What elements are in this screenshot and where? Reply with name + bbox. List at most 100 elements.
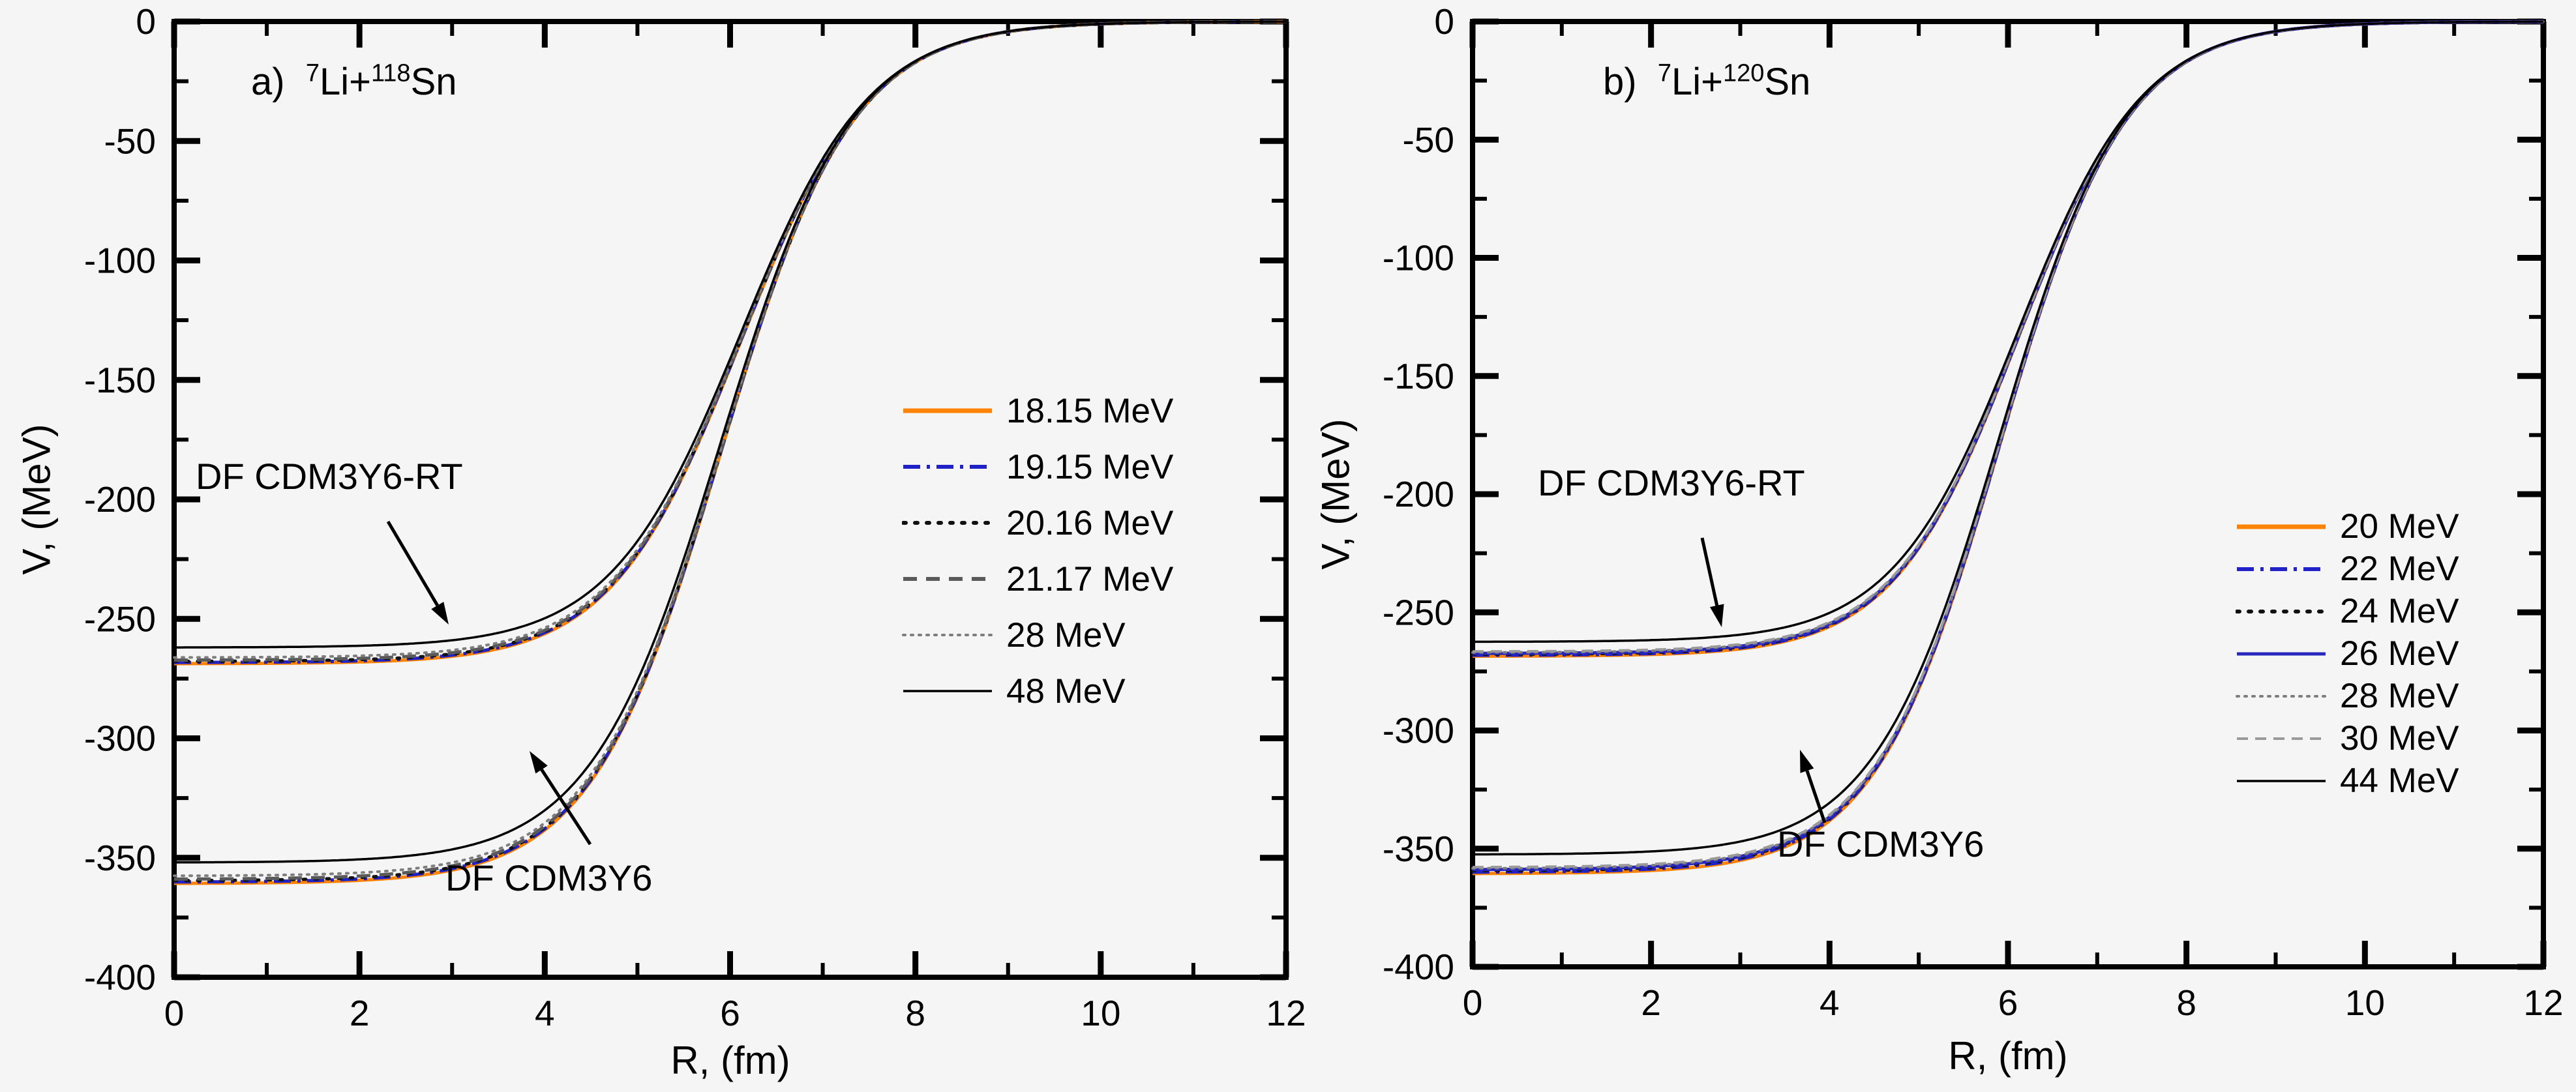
y-tick-label: -100: [1383, 238, 1454, 278]
y-tick-label: -50: [104, 121, 157, 161]
legend-label: 18.15 MeV: [1006, 391, 1174, 430]
legend-item: 26 MeV: [2236, 632, 2459, 675]
legend-line-sample: [903, 465, 992, 469]
legend-line-sample: [2237, 567, 2326, 571]
x-tick-label: 8: [2176, 982, 2196, 1023]
annotation-arrowhead: [431, 602, 449, 625]
target-mass-superscript: 118: [370, 59, 411, 87]
annotation-arrow-line: [1805, 770, 1827, 823]
legend-label: 20 MeV: [2340, 507, 2459, 546]
legend-item: 24 MeV: [2236, 590, 2459, 632]
y-tick-label: -400: [84, 957, 156, 997]
legend-label: 48 MeV: [1006, 671, 1126, 711]
legend-line-sample: [902, 634, 993, 636]
legend-item: 20.16 MeV: [902, 495, 1173, 551]
legend-line-sample: [903, 577, 992, 581]
curve-df-cdm3y6-rt-28-mev: [173, 20, 1287, 659]
panel-a-x-axis-label: R, (fm): [670, 1039, 790, 1082]
y-tick-label: -150: [84, 360, 156, 400]
curve-df-cdm3y6-44-mev: [1473, 20, 2543, 856]
y-tick-label: -50: [1403, 119, 1455, 160]
legend-label: 30 MeV: [2340, 719, 2459, 758]
target-symbol: Sn: [410, 61, 457, 103]
x-tick-label: 8: [905, 993, 925, 1033]
legend-line-sample: [902, 521, 993, 525]
target-symbol: Sn: [1764, 61, 1811, 103]
x-tick-label: 2: [1641, 982, 1661, 1023]
legend-item: 20 MeV: [2236, 505, 2459, 548]
legend-line-sample: [2237, 779, 2326, 782]
legend-label: 28 MeV: [1006, 615, 1126, 655]
panel-a-y-axis-label: V, (MeV): [14, 424, 59, 575]
panel-b-label: b): [1603, 61, 1637, 103]
x-tick-label: 0: [1463, 982, 1483, 1023]
y-tick-label: -300: [84, 718, 156, 759]
x-tick-label: 6: [720, 993, 740, 1033]
target-mass-superscript: 120: [1722, 59, 1765, 87]
x-tick-label: 4: [1820, 982, 1840, 1023]
legend-item: 18.15 MeV: [902, 383, 1173, 439]
y-tick-label: -300: [1383, 711, 1454, 751]
x-tick-label: 2: [350, 993, 370, 1033]
panel-a-legend: 18.15 MeV 19.15 MeV 20.16 MeV 21.17 MeV 28 M…: [902, 383, 1173, 719]
annotation-arrowhead: [1709, 604, 1724, 627]
annotation-arrow-line: [386, 520, 439, 606]
legend-label: 22 MeV: [2340, 550, 2459, 588]
annotation-arrow-line: [1700, 537, 1719, 606]
projectile-symbol: Li+: [319, 61, 371, 103]
panel-a-title: a) 7Li+118Sn: [251, 60, 457, 104]
annotation-df-cdm3y6: DF CDM3Y6: [1777, 823, 1984, 864]
projectile-symbol: Li+: [1671, 61, 1723, 103]
legend-line-sample: [2237, 652, 2326, 655]
annotation-df-cdm3y6: DF CDM3Y6: [445, 857, 653, 898]
legend-line-sample: [2236, 609, 2327, 613]
annotation-df-cdm3y6-rt: DF CDM3Y6-RT: [1538, 462, 1805, 503]
annotation-arrowhead: [1800, 750, 1814, 773]
legend-line-sample: [903, 408, 992, 413]
legend-label: 21.17 MeV: [1006, 559, 1174, 598]
y-tick-label: 0: [1434, 1, 1454, 42]
annotation-arrowhead: [530, 751, 548, 774]
panel-a-label: a): [251, 61, 285, 103]
legend-item: 48 MeV: [902, 663, 1173, 719]
legend-line-sample: [2237, 524, 2326, 529]
x-tick-label: 4: [535, 993, 555, 1033]
panel-b-y-axis-label: V, (MeV): [1313, 419, 1358, 570]
legend-line-sample: [903, 690, 992, 692]
legend-item: 28 MeV: [2236, 675, 2459, 717]
panel-b-title: b) 7Li+120Sn: [1603, 60, 1810, 104]
projectile-mass-superscript: 7: [305, 59, 320, 87]
panel-b-x-axis-label: R, (fm): [1948, 1034, 2068, 1078]
legend-line-sample: [2237, 737, 2326, 740]
legend-item: 21.17 MeV: [902, 551, 1173, 607]
annotation-arrow-line: [540, 769, 592, 846]
x-tick-label: 0: [164, 993, 185, 1033]
legend-label: 19.15 MeV: [1006, 447, 1174, 486]
x-tick-label: 10: [2345, 982, 2385, 1023]
x-tick-label: 12: [2523, 982, 2563, 1023]
legend-label: 26 MeV: [2340, 634, 2459, 673]
y-tick-label: -250: [84, 598, 156, 639]
y-tick-label: -100: [84, 241, 156, 281]
x-tick-label: 6: [1998, 982, 2018, 1023]
legend-label: 44 MeV: [2340, 761, 2459, 800]
projectile-mass-superscript: 7: [1657, 59, 1671, 87]
legend-item: 28 MeV: [902, 607, 1173, 663]
legend-label: 28 MeV: [2340, 677, 2459, 715]
legend-item: 19.15 MeV: [902, 439, 1173, 495]
annotation-df-cdm3y6-rt: DF CDM3Y6-RT: [196, 456, 463, 497]
y-tick-label: -200: [84, 479, 156, 520]
legend-item: 30 MeV: [2236, 717, 2459, 760]
y-tick-label: -400: [1383, 947, 1454, 987]
y-tick-label: -350: [1383, 829, 1454, 869]
y-tick-label: -350: [84, 838, 156, 878]
x-tick-label: 10: [1081, 993, 1120, 1033]
legend-label: 24 MeV: [2340, 592, 2459, 630]
panel-b-legend: 20 MeV 22 MeV 24 MeV 26 MeV 28 MeV 30 MeV 44 M…: [2236, 505, 2459, 802]
legend-item: 22 MeV: [2236, 548, 2459, 590]
y-tick-label: -200: [1383, 474, 1454, 514]
legend-item: 44 MeV: [2236, 760, 2459, 802]
x-tick-label: 12: [1266, 993, 1306, 1033]
